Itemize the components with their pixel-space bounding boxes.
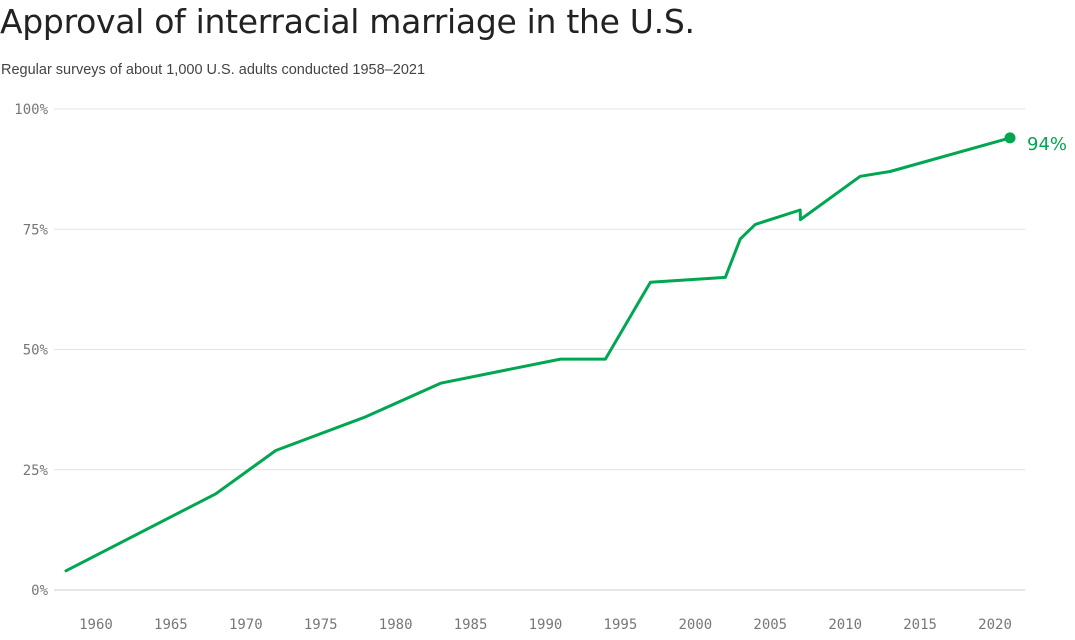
series-group: 94%: [64, 132, 1067, 573]
y-axis-labels: 0% 25% 50% 75% 100%: [14, 102, 48, 599]
end-value-label: 94%: [1027, 134, 1067, 155]
x-tick-label-2000: 2000: [678, 617, 712, 633]
x-tick-label-1965: 1965: [154, 617, 188, 633]
x-tick-label-2010: 2010: [828, 617, 862, 633]
x-tick-label-2020: 2020: [978, 617, 1012, 633]
x-tick-label-1985: 1985: [454, 617, 488, 633]
series-line-0: [64, 136, 1012, 573]
y-tick-label-100: 100%: [14, 102, 48, 118]
x-tick-label-1980: 1980: [379, 617, 413, 633]
end-point-marker: [1004, 132, 1016, 144]
x-tick-label-1970: 1970: [229, 617, 263, 633]
chart-title: Approval of interracial marriage in the …: [0, 2, 695, 41]
chart-subtitle: Regular surveys of about 1,000 U.S. adul…: [1, 62, 426, 78]
gridlines: [54, 108, 1025, 591]
y-tick-label-50: 50%: [23, 343, 49, 359]
y-tick-label-75: 75%: [23, 222, 49, 238]
x-axis-labels: 1960 1965 1970 1975 1980 1985 1990 1995 2000 2005…: [79, 617, 1012, 633]
x-tick-label-2015: 2015: [903, 617, 937, 633]
x-tick-label-1960: 1960: [79, 617, 113, 633]
x-tick-label-2005: 2005: [753, 617, 787, 633]
x-tick-label-1975: 1975: [304, 617, 338, 633]
y-tick-label-0: 0%: [31, 583, 48, 599]
y-tick-label-25: 25%: [23, 463, 49, 479]
x-tick-label-1995: 1995: [604, 617, 638, 633]
x-tick-label-1990: 1990: [529, 617, 563, 633]
